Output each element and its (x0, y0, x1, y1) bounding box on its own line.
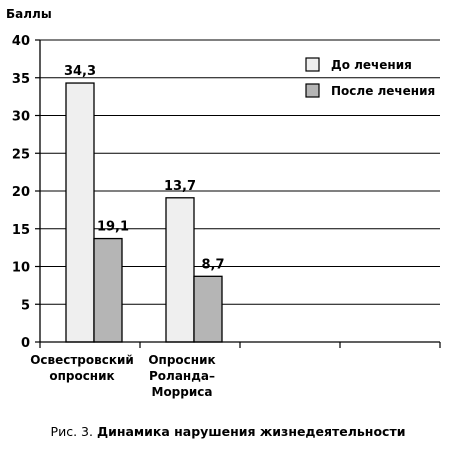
y-tick-label: 30 (12, 110, 30, 125)
y-tick-label: 20 (12, 185, 30, 200)
legend: До лечения После лечения (305, 57, 435, 98)
legend-label: До лечения (331, 58, 412, 72)
x-category-label: Роланда– (149, 369, 215, 383)
data-label: 13,7 (164, 179, 196, 194)
bar (193, 275, 223, 343)
bar (165, 197, 195, 343)
data-label: 34,3 (64, 64, 96, 79)
bar (93, 237, 123, 343)
caption-title: Динамика нарушения жизнедеятельности (96, 424, 406, 439)
y-tick-label: 25 (12, 147, 30, 162)
y-tick-label: 0 (21, 336, 30, 351)
data-label: 8,7 (201, 257, 224, 272)
x-category-label: Морриса (152, 385, 213, 399)
x-category-label: опросник (49, 369, 114, 383)
y-tick-label: 40 (12, 34, 30, 49)
legend-swatch (305, 83, 320, 98)
axes (35, 39, 441, 348)
bar (65, 82, 95, 343)
bars (65, 82, 223, 343)
data-label: 19,1 (97, 220, 129, 235)
legend-label: После лечения (331, 84, 435, 98)
x-category-label: Освестровский (30, 353, 134, 367)
y-tick-label: 15 (12, 223, 30, 238)
labels: 0 5 10 15 20 25 30 35 40 Баллы 34,3 19,1 13,7 8,7 Осве… (6, 7, 225, 399)
x-category-label: Опросник (148, 353, 215, 367)
figure-caption: Рис. 3. Динамика нарушения жизнедеятельн… (28, 424, 428, 439)
y-tick-label: 10 (12, 261, 30, 276)
legend-swatch (305, 57, 320, 72)
caption-prefix: Рис. 3. (50, 424, 93, 439)
y-tick-label: 5 (21, 298, 30, 313)
y-tick-label: 35 (12, 72, 30, 87)
y-axis-title: Баллы (6, 7, 52, 21)
